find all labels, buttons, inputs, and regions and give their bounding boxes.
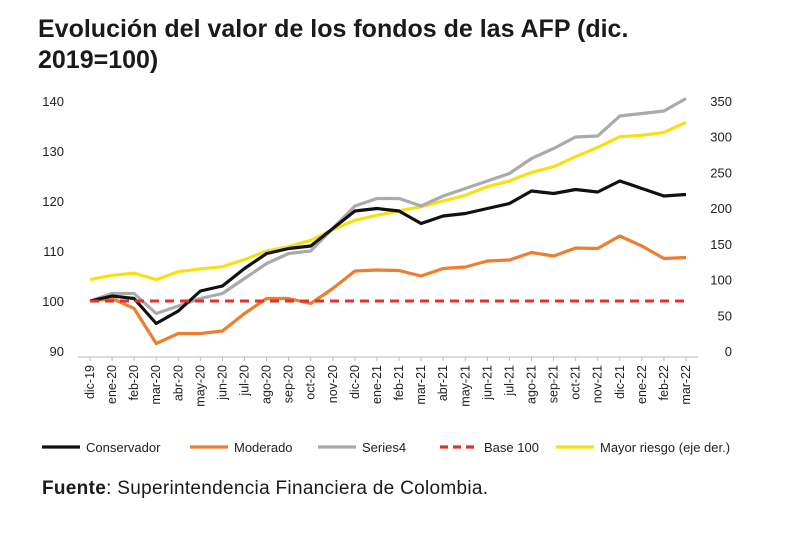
x-tick-label: ago-20	[260, 365, 274, 404]
y-left-tick-label: 130	[42, 144, 64, 159]
source-text: : Superintendencia Financiera de Colombi…	[106, 478, 489, 499]
y-left-tick-label: 90	[50, 344, 64, 359]
y-left-tick-label: 100	[42, 294, 64, 309]
x-tick-label: ene-21	[370, 365, 384, 404]
series-line-moderado	[89, 234, 687, 346]
y-right-tick-label: 0	[725, 344, 732, 359]
y-right-tick-label: 200	[710, 201, 732, 216]
y-left-tick-label: 110	[43, 244, 64, 259]
x-tick-label: may-20	[193, 365, 207, 407]
x-tick-label: feb-21	[392, 365, 406, 400]
chart-title: Evolución del valor de los fondos de las…	[38, 15, 629, 74]
x-tick-label: oct-20	[304, 365, 318, 400]
x-tick-label: feb-20	[127, 365, 141, 400]
y-right-tick-label: 350	[710, 94, 732, 109]
legend-label: Moderado	[234, 440, 293, 455]
x-tick-label: mar-22	[679, 365, 693, 405]
x-tick-label: ene-20	[105, 365, 119, 404]
x-tick-label: dic-20	[348, 365, 362, 399]
legend-label: Mayor riesgo (eje der.)	[600, 440, 730, 455]
y-left-tick-label: 140	[42, 94, 64, 109]
x-tick-label: abr-20	[171, 365, 185, 401]
x-tick-label: oct-21	[569, 365, 583, 400]
y-left-tick-label: 120	[42, 194, 64, 209]
x-tick-label: mar-21	[414, 365, 428, 405]
source-label: Fuente	[42, 478, 107, 499]
x-tick-label: jul-20	[238, 365, 252, 397]
x-tick-label: jun-21	[480, 365, 494, 401]
y-right-tick-label: 150	[710, 237, 732, 252]
x-tick-label: dic-21	[613, 365, 627, 399]
x-tick-label: nov-20	[326, 365, 340, 403]
series-line-series4	[89, 97, 687, 316]
x-tick-label: ene-22	[635, 365, 649, 404]
x-tick-label: may-21	[458, 365, 472, 407]
x-tick-label: feb-22	[657, 365, 671, 400]
y-right-tick-label: 300	[710, 130, 732, 145]
series-line-mayor-riesgo-eje-der	[89, 120, 687, 282]
series-line-conservador	[89, 179, 687, 326]
x-tick-label: dic-19	[83, 365, 97, 399]
line-chart: 90 100 110 120 130 140 0 50 100 150 200 250 300 350 d…	[42, 94, 732, 455]
legend-label: Conservador	[86, 440, 161, 455]
x-tick-label: jun-20	[215, 365, 229, 401]
y-right-tick-label: 100	[710, 273, 732, 288]
x-tick-label: nov-21	[591, 365, 605, 403]
legend-label: Series4	[362, 440, 406, 455]
x-tick-label: sep-21	[547, 365, 561, 403]
x-tick-label: mar-20	[149, 365, 163, 405]
y-right-tick-label: 250	[710, 165, 732, 180]
y-right-tick-label: 50	[718, 308, 732, 323]
x-tick-label: abr-21	[436, 365, 450, 401]
source-note: Fuente: Superintendencia Financiera de C…	[42, 478, 488, 500]
x-tick-label: sep-20	[282, 365, 296, 403]
x-tick-label: ago-21	[524, 365, 538, 404]
x-tick-label: jul-21	[502, 365, 516, 397]
legend-label: Base 100	[484, 440, 539, 455]
